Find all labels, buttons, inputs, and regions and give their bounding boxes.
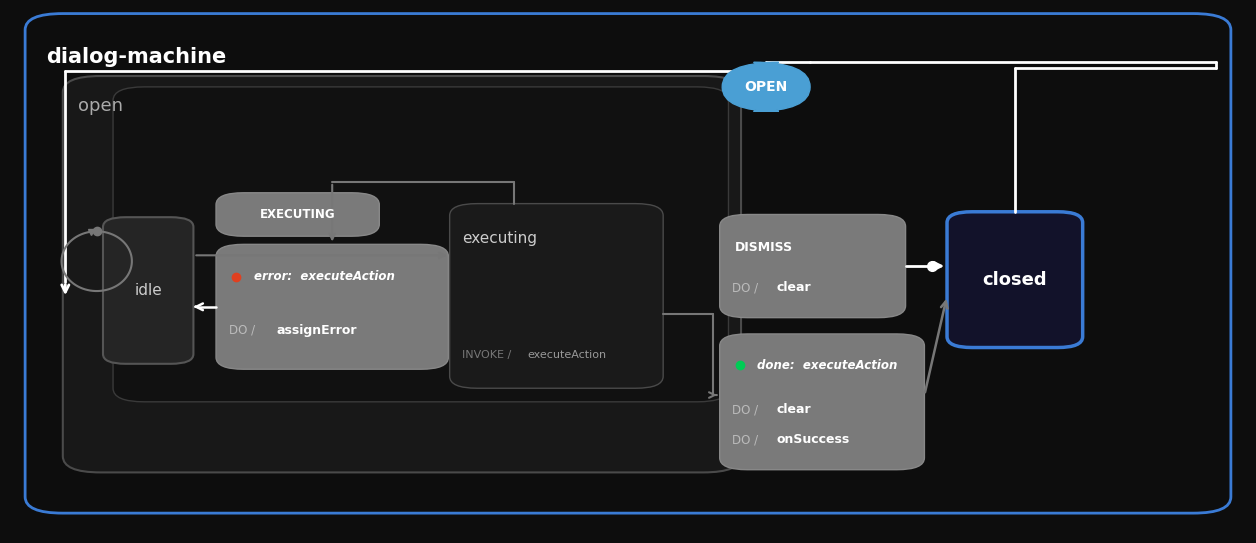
Text: DISMISS: DISMISS <box>735 241 793 254</box>
Text: done:  executeAction: done: executeAction <box>757 359 898 372</box>
Text: error:  executeAction: error: executeAction <box>254 270 394 283</box>
FancyBboxPatch shape <box>450 204 663 388</box>
FancyBboxPatch shape <box>103 217 193 364</box>
Text: INVOKE /: INVOKE / <box>462 350 511 359</box>
Text: assignError: assignError <box>276 324 357 337</box>
FancyBboxPatch shape <box>722 62 810 111</box>
Text: OPEN: OPEN <box>745 80 788 94</box>
Text: EXECUTING: EXECUTING <box>260 208 335 221</box>
Text: onSuccess: onSuccess <box>776 433 849 446</box>
Text: dialog-machine: dialog-machine <box>46 47 227 67</box>
Text: clear: clear <box>776 403 811 416</box>
FancyBboxPatch shape <box>216 244 448 369</box>
FancyBboxPatch shape <box>947 212 1083 348</box>
Text: DO /: DO / <box>732 433 759 446</box>
Text: executeAction: executeAction <box>528 350 607 359</box>
Text: clear: clear <box>776 281 811 294</box>
Text: DO /: DO / <box>229 324 255 337</box>
FancyBboxPatch shape <box>113 87 728 402</box>
FancyBboxPatch shape <box>720 214 906 318</box>
FancyBboxPatch shape <box>216 193 379 236</box>
FancyBboxPatch shape <box>720 334 924 470</box>
Text: DO /: DO / <box>732 281 759 294</box>
FancyBboxPatch shape <box>63 76 741 472</box>
Text: DO /: DO / <box>732 403 759 416</box>
Text: closed: closed <box>982 270 1048 289</box>
FancyBboxPatch shape <box>25 14 1231 513</box>
Text: open: open <box>78 97 123 115</box>
Text: idle: idle <box>134 283 162 298</box>
Text: executing: executing <box>462 231 538 247</box>
